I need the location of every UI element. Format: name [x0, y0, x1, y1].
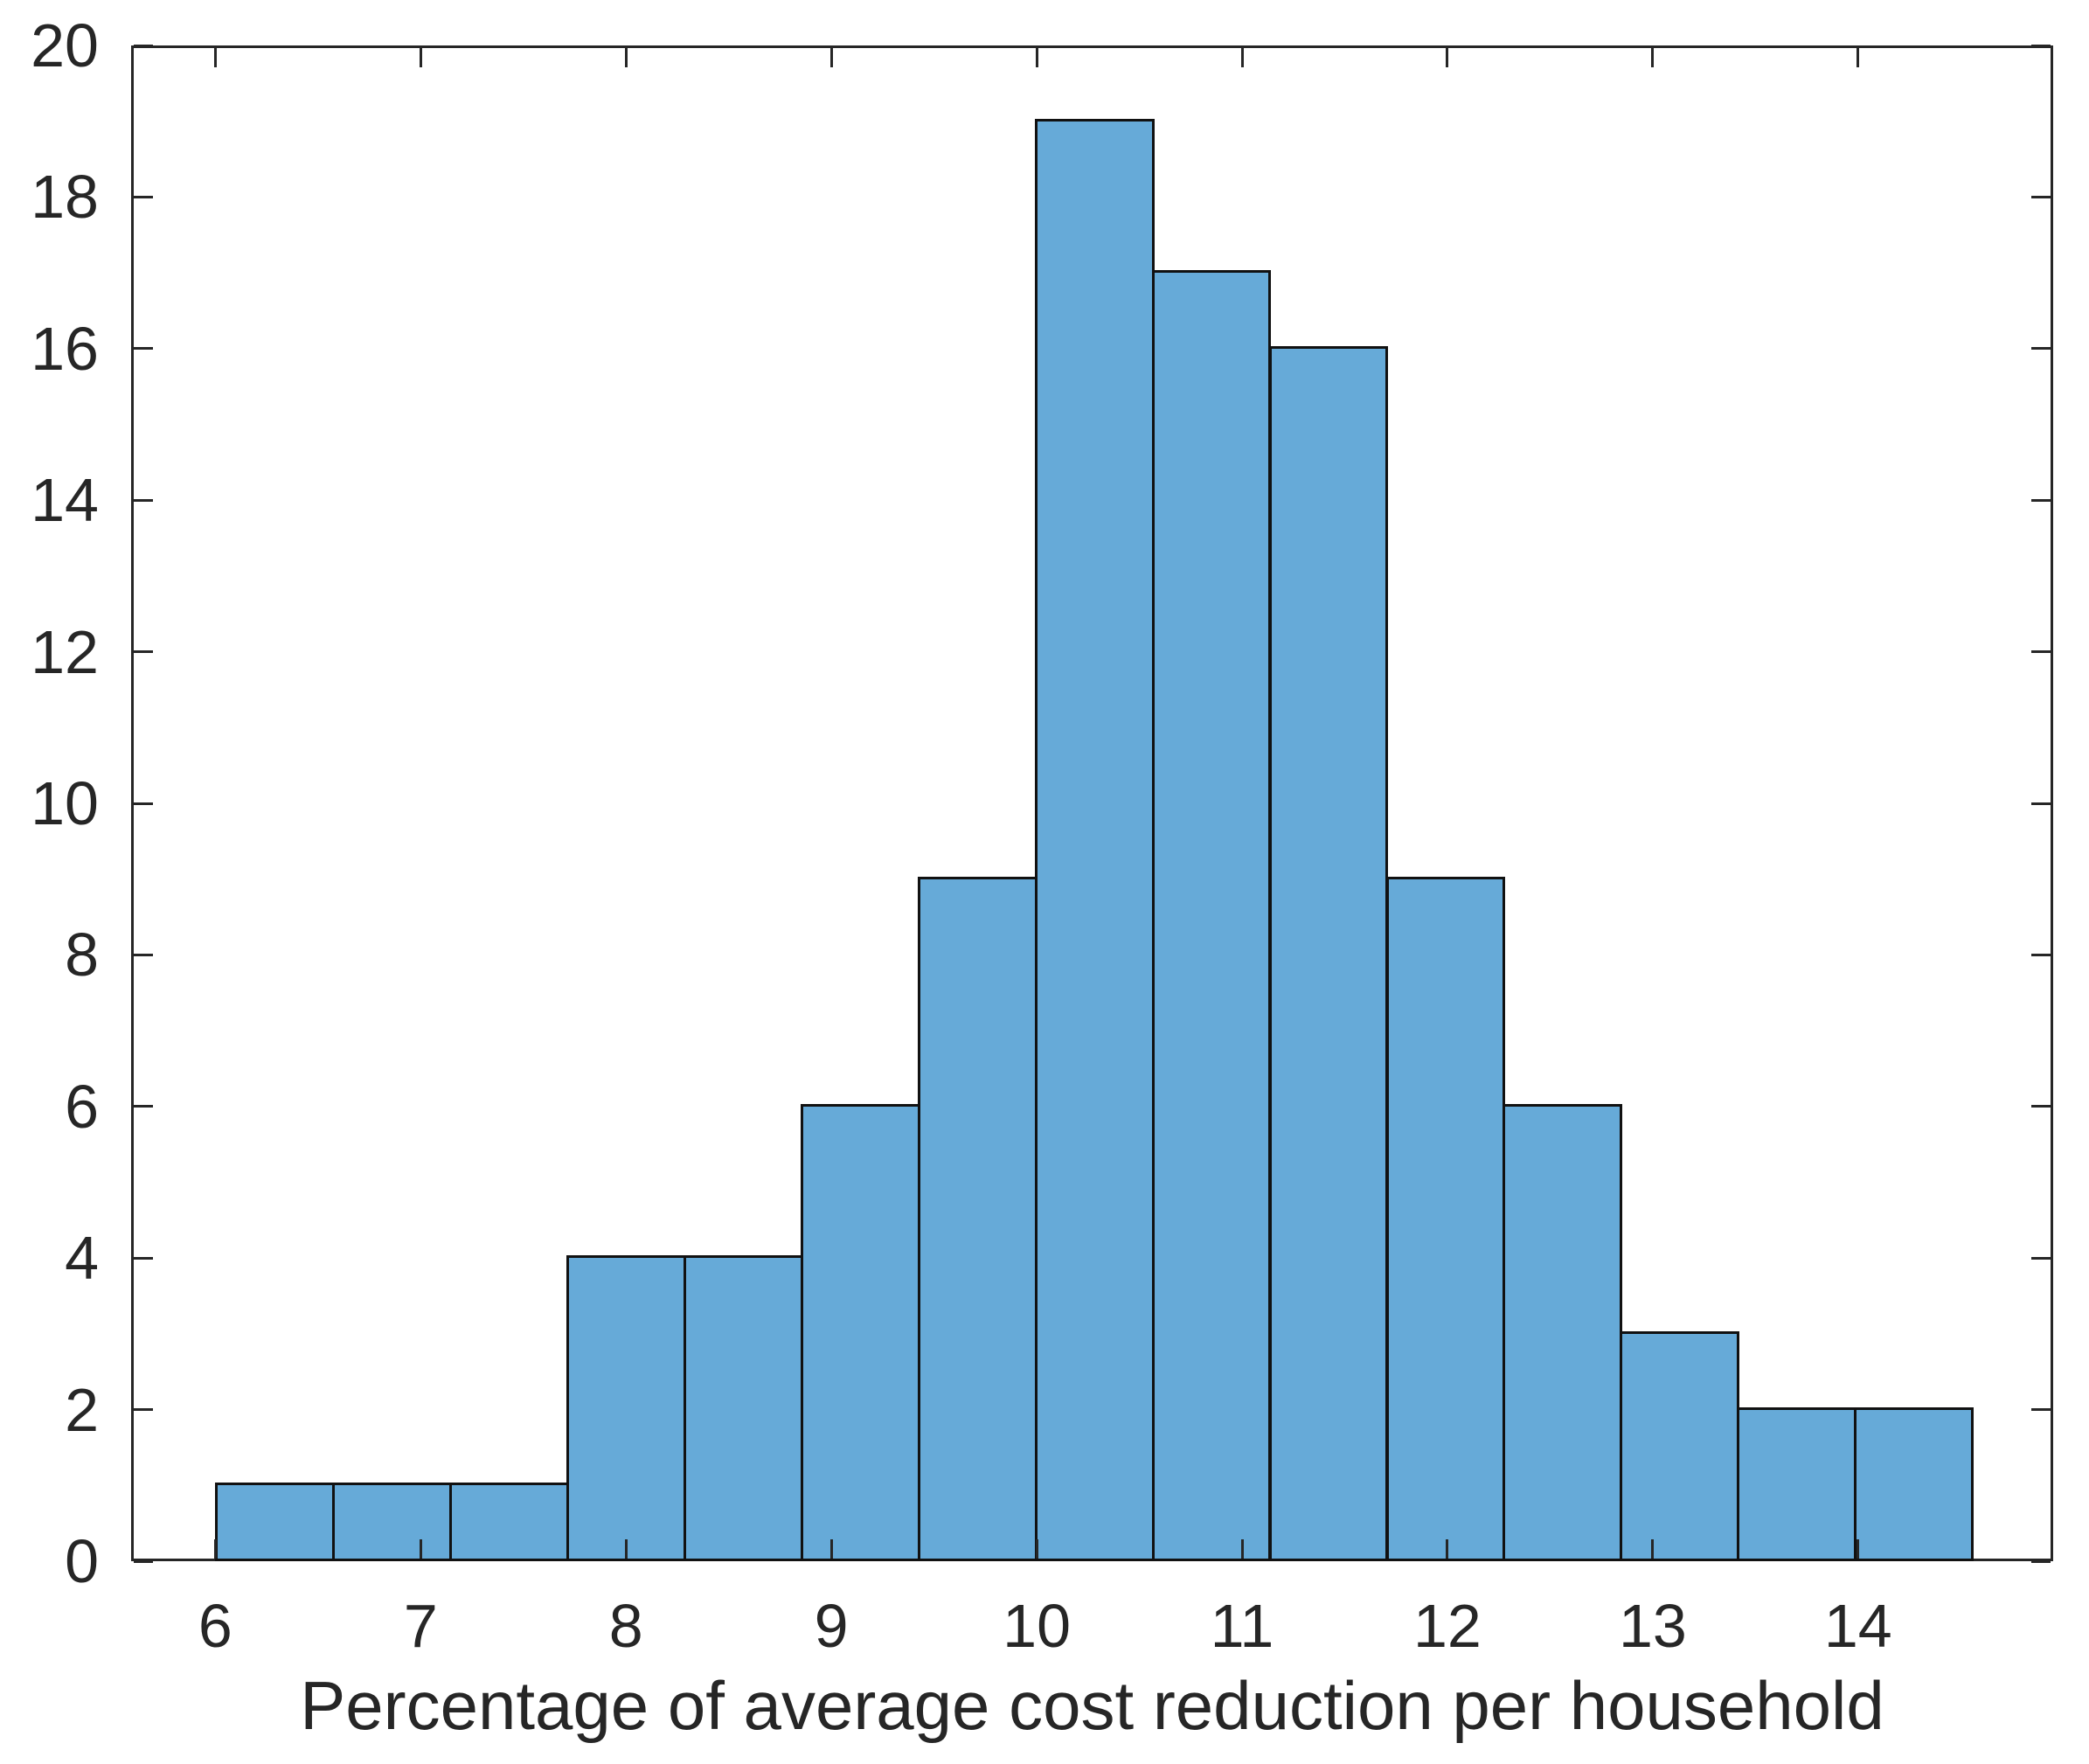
y-tick-right [2031, 347, 2051, 351]
histogram-bar [917, 876, 1038, 1561]
x-tick-label: 9 [814, 1592, 849, 1660]
y-tick-left [134, 195, 153, 198]
y-tick-left [134, 1256, 153, 1260]
x-tick-bottom [1035, 1539, 1038, 1559]
histogram-bar [449, 1483, 570, 1561]
x-tick-top [829, 48, 833, 67]
y-tick-right [2031, 802, 2051, 805]
histogram-bar [1503, 1103, 1623, 1561]
y-tick-left [134, 498, 153, 502]
y-tick-right [2031, 498, 2051, 502]
y-tick-right [2031, 1559, 2051, 1563]
x-tick-bottom [1651, 1539, 1655, 1559]
x-tick-bottom [1240, 1539, 1244, 1559]
x-tick-label: 10 [1003, 1592, 1072, 1660]
x-tick-bottom [1857, 1539, 1860, 1559]
y-tick-right [2031, 44, 2051, 47]
x-tick-top [1651, 48, 1655, 67]
histogram-bar [1151, 270, 1272, 1561]
histogram-bar [1268, 345, 1389, 1561]
y-tick-label: 18 [31, 163, 99, 232]
histogram-bar [1385, 876, 1506, 1561]
y-tick-label: 2 [65, 1375, 99, 1444]
y-tick-left [134, 1105, 153, 1108]
x-tick-bottom [1446, 1539, 1449, 1559]
x-tick-top [1035, 48, 1038, 67]
y-tick-left [134, 44, 153, 47]
x-tick-top [1446, 48, 1449, 67]
y-tick-left [134, 1559, 153, 1563]
x-tick-bottom [624, 1539, 628, 1559]
y-tick-right [2031, 195, 2051, 198]
y-tick-right [2031, 953, 2051, 956]
x-tick-label: 6 [198, 1592, 232, 1660]
x-tick-bottom [829, 1539, 833, 1559]
y-tick-left [134, 1408, 153, 1412]
y-tick-label: 16 [31, 314, 99, 383]
x-tick-top [624, 48, 628, 67]
histogram-bar [800, 1103, 920, 1561]
histogram-bar [1854, 1406, 1974, 1561]
y-tick-label: 0 [65, 1527, 99, 1595]
y-tick-left [134, 953, 153, 956]
histogram-bar [215, 1483, 336, 1561]
x-tick-top [213, 48, 217, 67]
y-tick-right [2031, 1256, 2051, 1260]
y-tick-left [134, 802, 153, 805]
histogram-bar [684, 1255, 803, 1561]
x-tick-label: 13 [1618, 1592, 1687, 1660]
x-axis-label: Percentage of average cost reduction per… [300, 1667, 1884, 1744]
axes-box [131, 44, 2053, 1563]
x-tick-label: 14 [1823, 1592, 1892, 1660]
histogram-bar [566, 1255, 686, 1561]
x-tick-top [1857, 48, 1860, 67]
y-tick-right [2031, 1408, 2051, 1412]
y-tick-right [2031, 650, 2051, 654]
x-tick-bottom [213, 1539, 217, 1559]
histogram-bar [1034, 118, 1155, 1561]
y-tick-right [2031, 1105, 2051, 1108]
x-tick-label: 7 [403, 1592, 438, 1660]
histogram-bar [1737, 1406, 1857, 1561]
y-tick-label: 12 [31, 617, 99, 686]
y-tick-label: 14 [31, 466, 99, 535]
x-tick-label: 8 [608, 1592, 643, 1660]
x-tick-label: 11 [1210, 1592, 1274, 1660]
y-tick-left [134, 650, 153, 654]
x-tick-top [419, 48, 422, 67]
y-tick-label: 10 [31, 769, 99, 837]
y-tick-label: 4 [65, 1224, 99, 1293]
y-tick-left [134, 347, 153, 351]
histogram-bar [332, 1483, 453, 1561]
x-tick-bottom [419, 1539, 422, 1559]
histogram-bar [1620, 1330, 1740, 1561]
x-tick-label: 12 [1412, 1592, 1482, 1660]
x-tick-top [1240, 48, 1244, 67]
y-tick-label: 8 [65, 920, 99, 990]
y-tick-label: 6 [65, 1072, 99, 1141]
y-tick-label: 20 [31, 11, 99, 80]
